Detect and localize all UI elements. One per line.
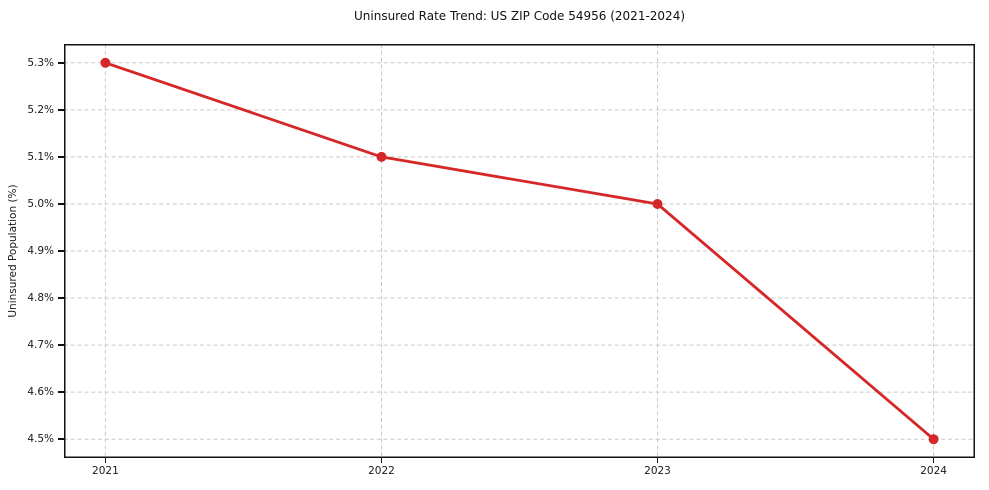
y-tick-label: 5.0% [27,197,54,210]
y-tick-mark [58,156,64,158]
x-tick-label: 2022 [368,465,395,477]
x-tick-mark [656,458,659,463]
y-tick-mark [58,344,64,346]
y-tick-label: 4.5% [27,433,54,446]
y-tick-mark [58,62,64,64]
x-tick-label: 2024 [920,465,947,477]
y-tick-mark [58,438,64,440]
plot-frame [64,44,975,458]
y-tick-label: 4.6% [27,386,54,399]
x-tick-mark [932,458,935,463]
data-point [100,57,111,68]
y-tick-label: 4.7% [27,339,54,352]
y-tick-mark [58,391,64,393]
data-point [652,199,663,209]
x-tick-mark [104,458,107,463]
y-tick-label: 5.3% [27,56,54,69]
data-point [928,434,939,445]
y-tick-mark [58,109,64,111]
trend-line [104,61,935,441]
y-tick-label: 5.1% [27,150,54,163]
y-tick-mark [58,203,64,205]
y-tick-label: 4.8% [27,292,54,305]
y-tick-label: 4.9% [27,245,54,257]
plot-area [64,44,975,458]
data-point [376,151,387,162]
x-tick-label: 2023 [644,465,671,477]
y-tick-mark [58,297,64,299]
chart-title: Uninsured Rate Trend: US ZIP Code 54956 … [353,9,686,23]
x-tick-label: 2021 [92,465,119,477]
y-tick-mark [58,250,64,252]
y-tick-label: 5.2% [27,103,54,116]
x-tick-mark [380,458,383,463]
